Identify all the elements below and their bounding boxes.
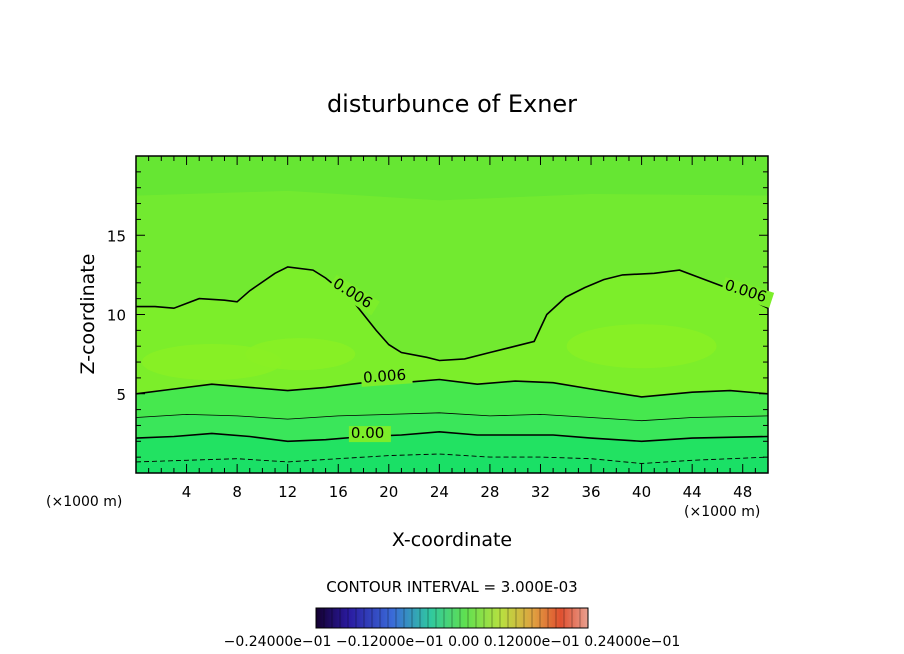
x-tick-label: 16	[329, 483, 348, 501]
fill-core-center	[245, 338, 356, 371]
contour-label-gap	[720, 277, 775, 309]
chart-title: disturbunce of Exner	[327, 90, 577, 118]
x-axis-label: X-coordinate	[392, 529, 512, 551]
x-tick-label: 12	[278, 483, 297, 501]
contour-label-gap	[360, 367, 413, 387]
contour-interval-label: CONTOUR INTERVAL = 3.000E-03	[326, 578, 577, 596]
x-tick-label: 36	[581, 483, 600, 501]
contour-fill-layer	[136, 156, 768, 473]
contour-label-gap	[328, 274, 380, 316]
x-tick-label: 8	[232, 483, 242, 501]
fill-band-bottom	[136, 454, 768, 473]
contour-line-2	[136, 412, 768, 422]
contour-line-1	[136, 378, 768, 398]
x-tick-label: 4	[182, 483, 192, 501]
contour-line-0	[136, 266, 768, 362]
x-unit-left: (×1000 m)	[46, 494, 122, 510]
contour-label-1-0: 0.006	[360, 366, 413, 387]
contour-line-3	[136, 430, 768, 443]
x-tick-label: 32	[531, 483, 550, 501]
colorbar-ticks	[323, 608, 581, 628]
colorbar	[315, 607, 589, 629]
x-tick-label: 48	[733, 483, 752, 501]
x-tick-label: 24	[430, 483, 449, 501]
y-axis-label: Z-coordinate	[77, 254, 99, 375]
contour-label-3-0: 0.00	[348, 424, 391, 443]
contour-label-gap	[348, 426, 391, 443]
contour-label-text: 0.006	[363, 366, 407, 387]
x-tick-label: 28	[480, 483, 499, 501]
x-tick-label: 44	[683, 483, 702, 501]
plot-area	[136, 156, 768, 473]
x-tick-label: 40	[632, 483, 651, 501]
fill-band-top	[136, 156, 768, 201]
x-tick-label: 20	[379, 483, 398, 501]
contour-lines	[136, 266, 768, 464]
fill-core-right	[566, 324, 717, 369]
y-tick-label: 15	[107, 227, 126, 245]
contour-line-4	[136, 453, 768, 464]
y-tick-label: 10	[107, 307, 126, 325]
colorbar-labels: −0.24000e−01 −0.12000e−01 0.00 0.12000e−…	[224, 634, 681, 650]
contour-label-text: 0.00	[351, 424, 384, 442]
x-unit-right: (×1000 m)	[684, 504, 760, 520]
y-tick-label: 5	[116, 386, 126, 404]
